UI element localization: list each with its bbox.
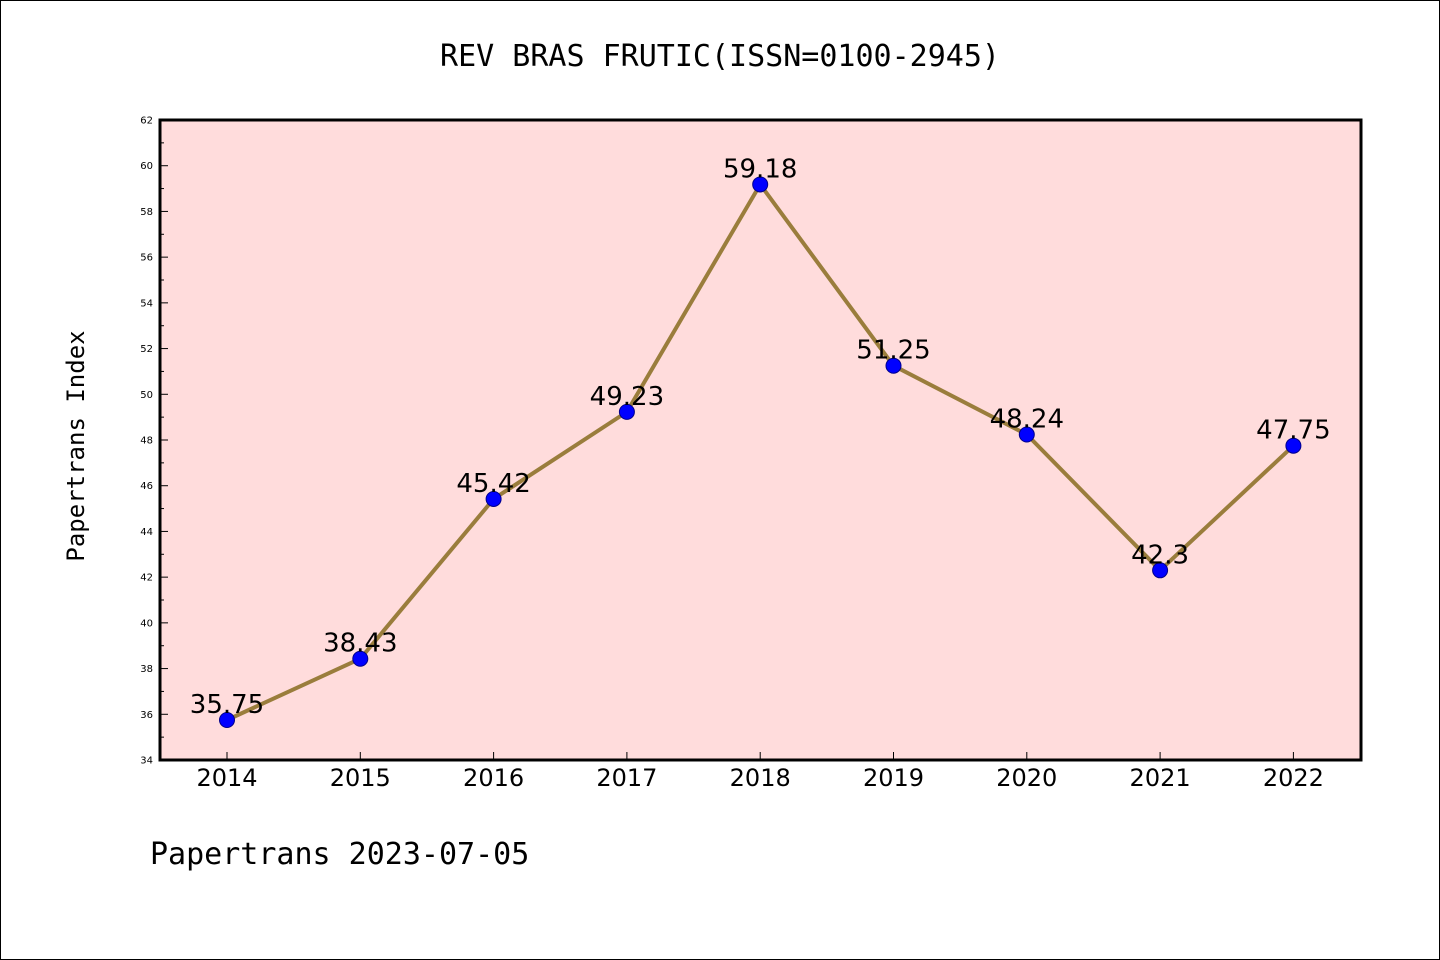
footer-date: Papertrans 2023-07-05 — [150, 837, 529, 872]
x-tick-label: 2022 — [1263, 764, 1324, 792]
series-markers — [219, 176, 1302, 728]
x-tick-label: 2019 — [863, 764, 924, 792]
x-tick-label: 2014 — [196, 764, 257, 792]
data-point — [1018, 426, 1035, 443]
y-tick-label: 52 — [140, 344, 153, 355]
data-label: 38.43 — [323, 629, 397, 659]
y-tick-label: 62 — [140, 116, 153, 127]
y-axis-label: Papertrans Index — [62, 330, 90, 561]
x-tick-label: 2018 — [730, 764, 791, 792]
data-label: 51.25 — [856, 336, 930, 366]
data-point — [1152, 562, 1169, 579]
y-tick-label: 38 — [140, 664, 153, 675]
y-tick-label: 36 — [140, 710, 153, 721]
x-tick-label: 2016 — [463, 764, 524, 792]
data-label: 45.42 — [456, 469, 530, 499]
y-axis: 34 36 38 40 42 44 46 48 50 52 54 56 58 60 62 — [140, 116, 168, 767]
data-label: 42.3 — [1131, 540, 1189, 570]
data-label: 48.24 — [990, 405, 1064, 435]
data-label: 35.75 — [190, 690, 264, 720]
x-axis: 2014 2015 2016 2017 2018 2019 2020 2021 2022 — [196, 752, 1324, 792]
y-tick-label: 40 — [140, 618, 153, 629]
y-tick-label: 46 — [140, 481, 153, 492]
x-tick-label: 2020 — [996, 764, 1057, 792]
data-label: 47.75 — [1256, 416, 1330, 446]
data-point — [885, 357, 902, 374]
data-label: 49.23 — [590, 382, 664, 412]
chart-title: REV BRAS FRUTIC(ISSN=0100-2945) — [440, 39, 1000, 74]
y-tick-label: 54 — [140, 298, 153, 309]
y-tick-label: 42 — [140, 573, 153, 584]
data-point — [219, 712, 235, 728]
y-tick-label: 60 — [140, 161, 153, 172]
data-label: 59.18 — [723, 154, 797, 184]
data-point — [485, 490, 502, 507]
x-tick-label: 2017 — [596, 764, 657, 792]
y-tick-label: 58 — [140, 207, 153, 218]
y-tick-label: 34 — [140, 756, 153, 767]
x-tick-label: 2021 — [1130, 764, 1191, 792]
data-point — [618, 403, 635, 420]
y-tick-label: 56 — [140, 253, 153, 264]
data-point — [752, 176, 769, 193]
data-point — [1285, 437, 1302, 454]
y-tick-label: 44 — [140, 527, 153, 538]
plot-frame — [158, 118, 1363, 762]
data-point — [352, 650, 369, 667]
x-tick-label: 2015 — [330, 764, 391, 792]
y-tick-label: 50 — [140, 390, 153, 401]
y-tick-label: 48 — [140, 436, 153, 447]
plot-area — [160, 120, 1361, 760]
data-labels: 35.75 38.43 45.42 49.23 59.18 51.25 48.24 42.3 4… — [190, 154, 1331, 720]
